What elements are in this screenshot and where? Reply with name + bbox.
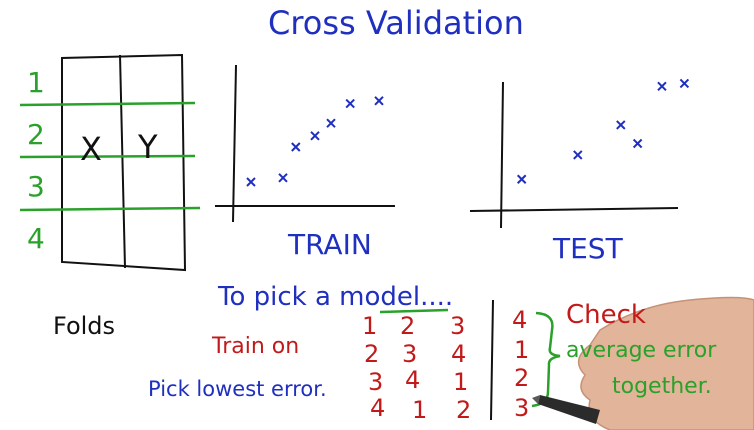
test-axes	[469, 81, 679, 229]
test-cell: 2	[514, 364, 530, 392]
train-point-7	[374, 96, 384, 106]
folds-table-divider	[119, 54, 126, 269]
train-point-1	[246, 177, 256, 187]
train-cell: 1	[453, 368, 469, 396]
test-y-axis	[500, 81, 504, 229]
train-cell: 4	[370, 394, 386, 422]
fold-separator-3	[19, 206, 201, 212]
train-cell: 4	[405, 366, 421, 394]
train-cell: 2	[364, 340, 380, 368]
pick-lowest-note: Pick lowest error.	[148, 377, 327, 401]
test-point-4	[632, 138, 643, 149]
test-point-2	[573, 150, 583, 160]
train-cell: 2	[456, 396, 472, 424]
test-column-separator	[490, 299, 494, 421]
test-point-6	[679, 78, 690, 89]
train-y-axis	[232, 64, 237, 223]
column-x-label: X	[80, 130, 102, 168]
fold-separator-1	[19, 101, 196, 107]
train-plot-label: TRAIN	[288, 228, 372, 261]
folds-table	[61, 53, 187, 272]
train-cell: 1	[412, 396, 428, 424]
test-point-5	[657, 81, 667, 92]
fold-separators	[19, 101, 201, 212]
train-point-2	[278, 173, 288, 183]
average-error-note: average error	[566, 338, 717, 363]
test-point-3	[616, 120, 626, 130]
pick-model-note: To pick a model....	[218, 282, 454, 312]
model-underline	[379, 308, 449, 314]
train-point-4	[310, 131, 320, 141]
check-note: Check	[566, 300, 646, 330]
together-note: together.	[612, 374, 712, 399]
train-cell: 1	[362, 312, 378, 340]
fold-separator-2	[19, 154, 196, 159]
train-cell: 4	[451, 340, 467, 368]
folds-label: Folds	[53, 312, 116, 340]
green-brace	[531, 311, 561, 408]
hand-with-marker	[532, 296, 754, 430]
fold-number-3: 3	[27, 170, 45, 203]
test-plot-label: TEST	[553, 232, 623, 265]
page-title: Cross Validation	[268, 4, 524, 42]
marker-icon	[538, 395, 600, 424]
train-on-note: Train on	[212, 334, 300, 359]
fold-number-2: 2	[27, 118, 45, 151]
train-cell: 3	[402, 340, 418, 368]
test-point-1	[516, 174, 527, 184]
train-point-6	[345, 98, 355, 109]
marker-tip-icon	[532, 395, 540, 404]
train-cell: 3	[368, 368, 384, 396]
folds-table-border	[61, 53, 187, 272]
train-cell: 2	[400, 312, 416, 340]
fold-number-1: 1	[27, 66, 45, 99]
test-cell: 3	[514, 394, 530, 422]
test-cell: 1	[514, 336, 530, 364]
test-cell: 4	[512, 306, 528, 334]
fold-number-4: 4	[27, 222, 45, 255]
train-points	[246, 96, 384, 187]
train-cell: 3	[450, 312, 466, 340]
train-point-3	[291, 142, 301, 152]
column-y-label: Y	[138, 128, 158, 166]
train-point-5	[326, 118, 336, 128]
test-points	[516, 78, 690, 184]
test-x-axis	[469, 207, 679, 212]
hand-icon	[577, 296, 754, 430]
train-axes	[215, 64, 395, 223]
